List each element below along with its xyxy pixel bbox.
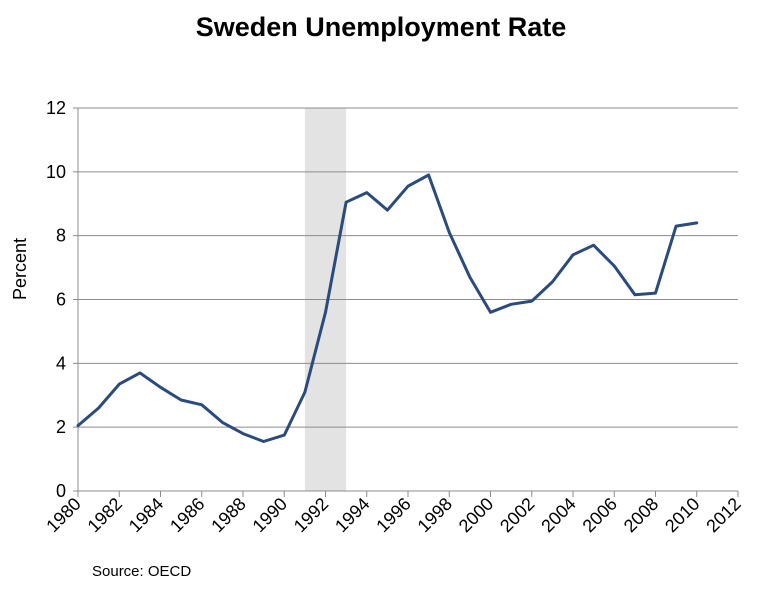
x-tick-label: 1988 (207, 494, 249, 536)
y-tick-label: 2 (56, 417, 66, 437)
x-tick-label: 2004 (537, 494, 579, 536)
x-tick-label: 2002 (496, 494, 538, 536)
x-tick-label: 1986 (166, 494, 208, 536)
x-tick-label: 2010 (661, 494, 703, 536)
chart-title: Sweden Unemployment Rate (195, 12, 567, 42)
x-tick-label: 1990 (249, 494, 291, 536)
x-tick-label: 1984 (125, 494, 167, 536)
y-tick-label: 6 (56, 290, 66, 310)
y-tick-label: 10 (46, 162, 66, 182)
x-tick-label: 1998 (414, 494, 456, 536)
unemployment-line (76, 173, 699, 443)
x-tick-label: 1992 (290, 494, 332, 536)
y-tick-label: 4 (56, 353, 66, 373)
x-tick-label: 1996 (372, 494, 414, 536)
x-tick-label: 1994 (331, 494, 373, 536)
x-tick-label: 1982 (84, 494, 126, 536)
x-tick-label: 1980 (42, 494, 84, 536)
x-tick-label: 2012 (702, 494, 744, 536)
x-tick-label: 2000 (455, 494, 497, 536)
x-tick-label: 2006 (579, 494, 621, 536)
y-tick-label: 8 (56, 226, 66, 246)
source-note: Source: OECD (92, 563, 192, 580)
y-tick-label: 0 (56, 481, 66, 501)
x-tick-label: 2008 (620, 494, 662, 536)
y-tick-label: 12 (46, 98, 66, 118)
